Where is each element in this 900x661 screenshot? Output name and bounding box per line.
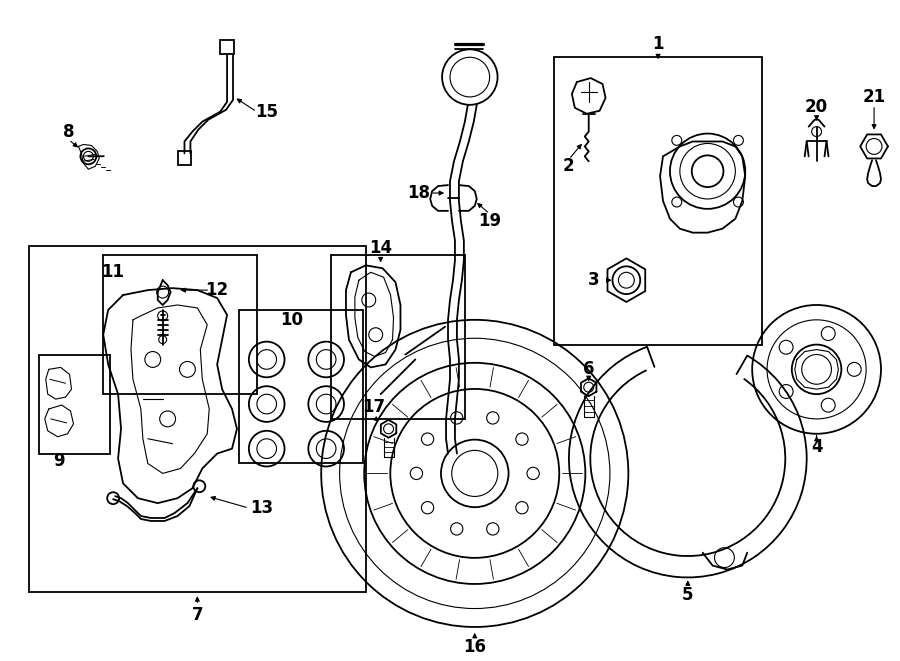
Text: 19: 19: [478, 212, 501, 230]
Bar: [239, 310, 363, 463]
Circle shape: [80, 149, 96, 165]
Text: 6: 6: [583, 360, 595, 378]
Bar: [104, 255, 256, 394]
Text: 8: 8: [63, 122, 75, 141]
Text: 17: 17: [362, 398, 385, 416]
Text: 3: 3: [588, 271, 599, 290]
Text: 1: 1: [652, 36, 664, 54]
Text: 7: 7: [192, 606, 203, 624]
Text: 5: 5: [682, 586, 694, 604]
Bar: [29, 245, 365, 592]
Text: 12: 12: [205, 281, 229, 299]
Text: 15: 15: [256, 102, 278, 121]
Bar: [177, 151, 192, 165]
Text: 16: 16: [464, 638, 486, 656]
Bar: [220, 40, 234, 54]
Bar: [554, 58, 762, 344]
Text: 4: 4: [811, 438, 823, 455]
Bar: [39, 354, 110, 453]
Text: 18: 18: [407, 184, 430, 202]
Text: 9: 9: [53, 451, 65, 469]
Text: 10: 10: [280, 311, 303, 329]
Text: 20: 20: [805, 98, 828, 116]
Text: 21: 21: [862, 88, 886, 106]
Text: 11: 11: [102, 263, 124, 282]
Bar: [331, 255, 465, 419]
Text: 13: 13: [250, 499, 274, 517]
Text: 2: 2: [563, 157, 575, 175]
Text: 14: 14: [369, 239, 392, 258]
